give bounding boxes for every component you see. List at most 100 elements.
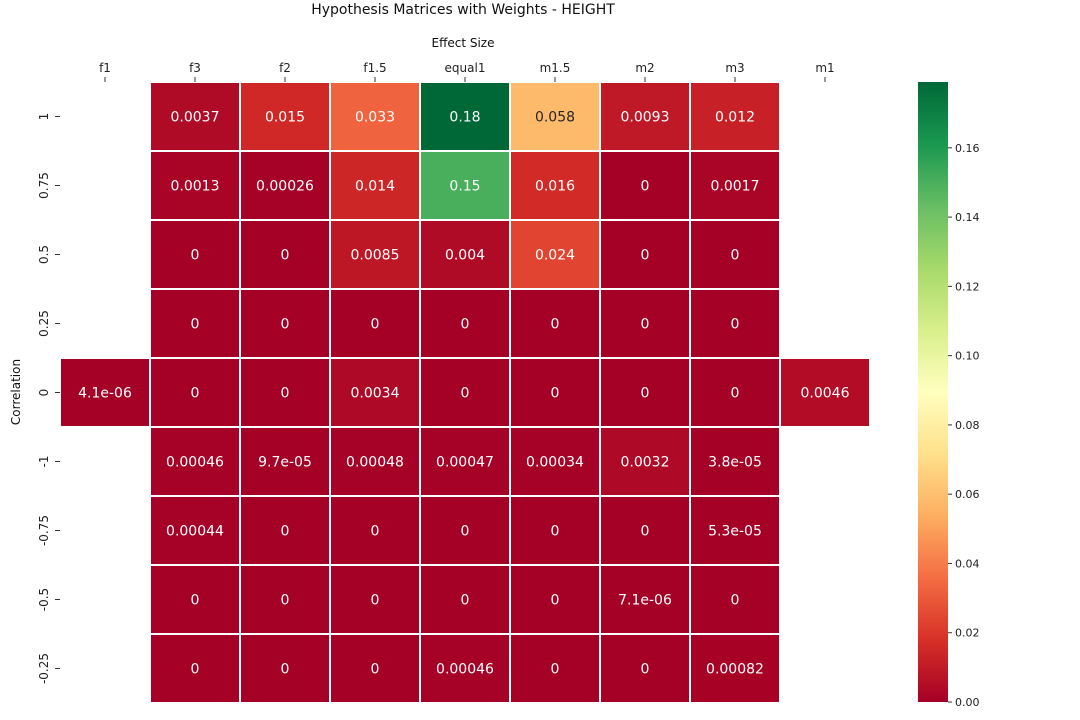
cell-value-label: 0 (191, 248, 200, 264)
heatmap-cell (239, 564, 331, 635)
cell-value-label: 0.00046 (166, 455, 224, 471)
heatmap-cell (239, 81, 331, 152)
cell-value-label: 0.00046 (436, 662, 494, 678)
cell-value-label: 0 (551, 593, 560, 609)
heatmap-cell (329, 150, 421, 221)
y-tick-label: 0.25 (37, 310, 51, 337)
heatmap-cell (239, 495, 331, 566)
colorbar-tick-label: 0.06 (955, 488, 980, 501)
x-tick-label: f1.5 (363, 61, 386, 75)
colorbar-tick-label: 0.10 (955, 350, 980, 363)
heatmap-cell (239, 633, 331, 704)
cell-value-label: 0 (641, 524, 650, 540)
heatmap-cell (689, 495, 781, 566)
heatmap-cell (599, 495, 691, 566)
cell-value-label: 0 (641, 179, 650, 195)
cell-value-label: 7.1e-06 (618, 593, 672, 609)
cell-value-label: 0.004 (445, 248, 485, 264)
cell-value-label: 4.1e-06 (78, 386, 132, 402)
cell-value-label: 0.0013 (171, 179, 220, 195)
cell-value-label: 0.00048 (346, 455, 404, 471)
colorbar-gradient (918, 82, 948, 702)
cell-value-label: 0.016 (535, 179, 575, 195)
cell-value-label: 0 (281, 386, 290, 402)
cell-value-label: 0.0034 (351, 386, 400, 402)
cell-value-label: 0.0017 (711, 179, 760, 195)
cell-value-label: 0 (641, 386, 650, 402)
x-tick-label: m1.5 (540, 61, 571, 75)
heatmap-cell (329, 633, 421, 704)
cell-value-label: 5.3e-05 (708, 524, 762, 540)
cell-value-label: 0.024 (535, 248, 575, 264)
cell-value-label: 0.0085 (351, 248, 400, 264)
cell-value-label: 0 (641, 317, 650, 333)
cell-value-label: 0.0032 (621, 455, 670, 471)
heatmap-cell (599, 81, 691, 152)
heatmap-cell (509, 150, 601, 221)
heatmap-cell (149, 150, 241, 221)
heatmap-cell (329, 495, 421, 566)
colorbar: 0.00 0.02 0.04 0.06 0.08 0.10 0.12 0.14 0.16 (918, 82, 980, 709)
y-tick-label: -1 (37, 456, 51, 468)
cell-value-label: 0.0037 (171, 110, 220, 126)
x-axis-title: Effect Size (432, 36, 495, 50)
cell-value-label: 0 (731, 248, 740, 264)
heatmap-cells: 0.0037 0.015 0.033 0.18 0.058 0.0093 0.012 0.00… (59, 81, 871, 704)
cell-value-label: 0.00026 (256, 179, 314, 195)
heatmap-cell (239, 357, 331, 428)
heatmap-cell (599, 219, 691, 290)
y-tick-label: -0.75 (37, 515, 51, 546)
cell-value-label: 0 (641, 248, 650, 264)
cell-value-label: 0 (641, 662, 650, 678)
heatmap-cell (689, 288, 781, 359)
heatmap-cell (239, 288, 331, 359)
cell-value-label: 0.15 (449, 179, 480, 195)
heatmap-cell (689, 150, 781, 221)
heatmap-cell (149, 288, 241, 359)
x-tick-label: m2 (635, 61, 654, 75)
x-tick-label: f3 (189, 61, 201, 75)
cell-value-label: 0 (551, 317, 560, 333)
cell-value-label: 0 (281, 317, 290, 333)
x-tick-label: m3 (725, 61, 744, 75)
cell-value-label: 0 (461, 386, 470, 402)
cell-value-label: 0 (281, 248, 290, 264)
y-tick-label: -0.25 (37, 653, 51, 684)
cell-value-label: 0 (461, 317, 470, 333)
heatmap-cell (689, 357, 781, 428)
cell-value-label: 0.012 (715, 110, 755, 126)
cell-value-label: 0 (371, 593, 380, 609)
cell-value-label: 0 (551, 524, 560, 540)
cell-value-label: 0.0093 (621, 110, 670, 126)
colorbar-tick-label: 0.00 (955, 696, 980, 709)
cell-value-label: 0 (461, 593, 470, 609)
cell-value-label: 0 (191, 593, 200, 609)
x-tick-label: equal1 (445, 61, 486, 75)
cell-value-label: 0 (281, 524, 290, 540)
heatmap-cell (419, 495, 511, 566)
cell-value-label: 0 (371, 662, 380, 678)
heatmap-cell (599, 288, 691, 359)
cell-value-label: 0.18 (449, 110, 480, 126)
cell-value-label: 0 (281, 593, 290, 609)
y-tick-label: 0.75 (37, 172, 51, 199)
cell-value-label: 0 (371, 524, 380, 540)
heatmap-cell (689, 219, 781, 290)
cell-value-label: 0.00034 (526, 455, 584, 471)
chart-title: Hypothesis Matrices with Weights - HEIGH… (311, 2, 615, 18)
cell-value-label: 0 (191, 386, 200, 402)
colorbar-tick-label: 0.02 (955, 627, 980, 640)
heatmap-cell (419, 219, 511, 290)
heatmap-cell (329, 219, 421, 290)
heatmap-cell (329, 564, 421, 635)
heatmap-cell (509, 426, 601, 497)
heatmap-cell (689, 426, 781, 497)
cell-value-label: 0.033 (355, 110, 395, 126)
cell-value-label: 0.00047 (436, 455, 494, 471)
heatmap-cell (329, 426, 421, 497)
cell-value-label: 0.00044 (166, 524, 224, 540)
x-tick-label: m1 (815, 61, 834, 75)
cell-value-label: 0 (731, 317, 740, 333)
colorbar-tick-label: 0.08 (955, 419, 980, 432)
